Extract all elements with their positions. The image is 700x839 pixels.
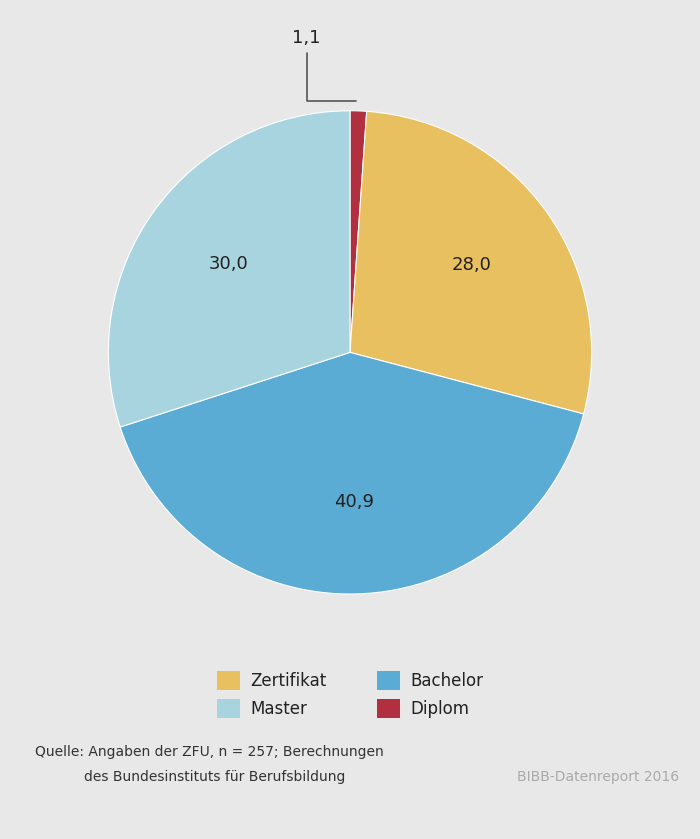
Text: Quelle: Angaben der ZFU, n = 257; Berechnungen: Quelle: Angaben der ZFU, n = 257; Berech… [35, 745, 384, 759]
Text: des Bundesinstituts für Berufsbildung: des Bundesinstituts für Berufsbildung [84, 770, 345, 784]
Legend: Zertifikat, Master, Bachelor, Diplom: Zertifikat, Master, Bachelor, Diplom [211, 664, 489, 725]
Wedge shape [350, 111, 367, 352]
Text: BIBB-Datenreport 2016: BIBB-Datenreport 2016 [517, 770, 679, 784]
Text: 30,0: 30,0 [209, 255, 248, 274]
Wedge shape [350, 112, 592, 414]
Wedge shape [120, 352, 584, 594]
Wedge shape [108, 111, 350, 427]
Text: 1,1: 1,1 [293, 29, 356, 102]
Text: 28,0: 28,0 [452, 256, 491, 274]
Text: 40,9: 40,9 [334, 493, 374, 511]
